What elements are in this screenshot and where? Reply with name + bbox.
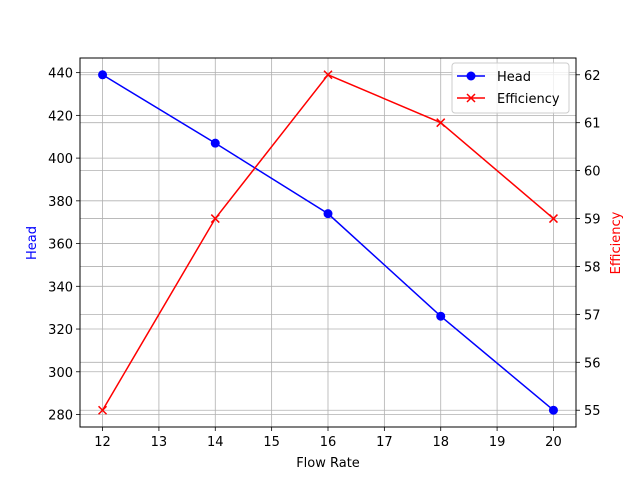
- left-y-axis-label: Head: [25, 226, 40, 260]
- right-y-tick-label: 60: [584, 165, 601, 180]
- x-tick-label: 13: [151, 435, 168, 450]
- efficiency-data-point: [98, 405, 108, 415]
- legend-item-head: Head: [457, 70, 531, 85]
- legend-label-efficiency: Efficiency: [497, 92, 560, 107]
- series-efficiency: [98, 70, 558, 415]
- left-y-tick-label: 300: [48, 366, 73, 381]
- efficiency-data-point: [323, 70, 333, 80]
- left-y-tick-label: 440: [48, 67, 73, 82]
- circle-marker-icon: [466, 71, 476, 81]
- head-data-point: [548, 405, 558, 415]
- x-tick-label: 19: [489, 435, 506, 450]
- left-y-axis-ticks: 280 300 320 340 360 380 400 420 440: [48, 67, 80, 424]
- right-y-tick-label: 61: [584, 117, 601, 132]
- x-tick-label: 15: [263, 435, 280, 450]
- x-axis-ticks: 12 13 14 15 16 17 18 19 20: [94, 427, 562, 450]
- x-tick-label: 16: [320, 435, 337, 450]
- right-y-tick-label: 56: [584, 356, 601, 371]
- x-marker-icon: [466, 93, 476, 103]
- right-y-axis-label: Efficiency: [609, 211, 624, 274]
- right-y-tick-label: 62: [584, 69, 601, 84]
- legend: Head Efficiency: [451, 62, 570, 114]
- x-tick-label: 12: [94, 435, 111, 450]
- right-y-tick-label: 59: [584, 213, 601, 228]
- right-y-tick-label: 57: [584, 308, 601, 323]
- grid-lines: [80, 58, 576, 427]
- right-y-tick-label: 58: [584, 260, 601, 275]
- left-y-tick-label: 280: [48, 409, 73, 424]
- head-data-point: [436, 311, 446, 321]
- head-data-point: [98, 70, 108, 80]
- head-data-point: [323, 209, 333, 219]
- efficiency-data-point: [210, 214, 220, 224]
- x-tick-label: 14: [207, 435, 224, 450]
- legend-item-efficiency: Efficiency: [457, 92, 560, 107]
- x-tick-label: 17: [376, 435, 393, 450]
- efficiency-data-point: [548, 214, 558, 224]
- right-y-axis-ticks: 55 56 57 58 59 60 61 62: [576, 69, 601, 419]
- x-tick-label: 18: [432, 435, 449, 450]
- left-y-tick-label: 360: [48, 238, 73, 253]
- left-y-tick-label: 400: [48, 152, 73, 167]
- left-y-tick-label: 320: [48, 323, 73, 338]
- head-data-point: [210, 138, 220, 148]
- series-head: [98, 70, 558, 415]
- left-y-tick-label: 340: [48, 280, 73, 295]
- x-tick-label: 20: [545, 435, 562, 450]
- efficiency-data-point: [436, 118, 446, 128]
- left-y-tick-label: 420: [48, 109, 73, 124]
- left-y-tick-label: 380: [48, 195, 73, 210]
- right-y-tick-label: 55: [584, 404, 601, 419]
- x-axis-label: Flow Rate: [296, 456, 360, 471]
- legend-label-head: Head: [497, 70, 531, 85]
